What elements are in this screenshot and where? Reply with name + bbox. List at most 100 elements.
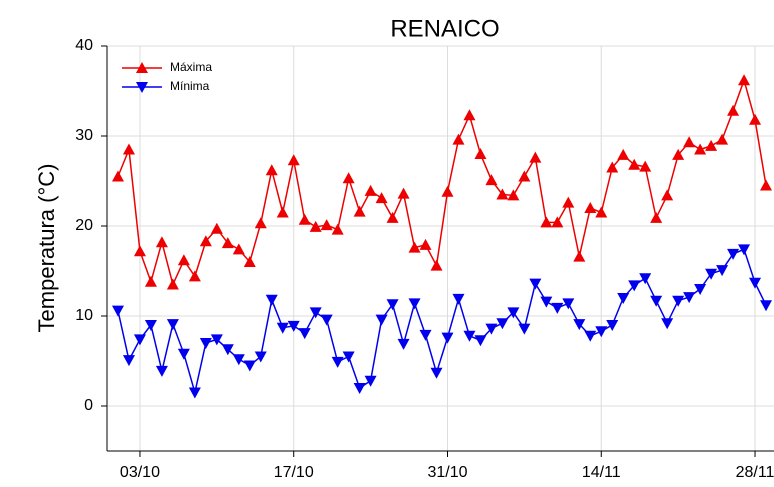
data-point: [331, 356, 344, 368]
data-point: [133, 245, 146, 257]
data-point: [375, 192, 388, 204]
data-point: [243, 256, 256, 267]
data-point: [595, 326, 608, 338]
data-point: [573, 319, 586, 331]
data-point: [441, 332, 454, 344]
data-point: [199, 338, 212, 349]
data-point: [419, 329, 432, 341]
data-point: [617, 148, 630, 160]
legend-marker: [136, 82, 148, 93]
data-point: [254, 217, 267, 229]
data-point: [529, 151, 542, 163]
data-point: [584, 202, 597, 213]
data-point: [144, 320, 157, 331]
data-point: [331, 223, 344, 235]
data-point: [661, 189, 674, 201]
data-point: [518, 323, 531, 335]
data-point: [408, 298, 421, 310]
data-point: [474, 148, 487, 159]
data-point: [265, 164, 278, 176]
y-tick-label: 40: [75, 37, 93, 54]
y-tick-label: 30: [75, 127, 93, 144]
data-point: [111, 305, 124, 317]
y-axis-label: Temperatura (°C): [34, 164, 59, 333]
data-point: [276, 206, 289, 218]
data-point: [705, 139, 718, 151]
series-line: [117, 77, 767, 287]
data-point: [232, 354, 245, 366]
x-tick-label: 28/11: [736, 464, 774, 481]
x-tick-label: 03/10: [120, 464, 160, 481]
data-point: [705, 268, 718, 280]
data-point: [738, 244, 751, 256]
data-point: [430, 367, 443, 379]
y-tick-label: 20: [75, 217, 93, 234]
data-point: [298, 213, 311, 225]
data-point: [485, 174, 498, 186]
data-point: [749, 113, 762, 125]
data-point: [386, 211, 399, 223]
data-point: [573, 250, 586, 262]
data-point: [254, 351, 267, 363]
data-point: [166, 278, 179, 290]
data-point: [606, 320, 619, 331]
data-point: [518, 170, 531, 182]
data-point: [298, 328, 311, 340]
data-point: [111, 170, 124, 182]
legend-label: Máxima: [170, 60, 212, 74]
y-tick-label: 10: [75, 307, 93, 324]
data-point: [617, 293, 630, 304]
data-point: [727, 104, 740, 116]
data-point: [166, 319, 179, 331]
data-point: [606, 161, 619, 173]
data-point: [342, 351, 355, 363]
data-point: [430, 259, 443, 271]
data-point: [210, 222, 223, 234]
data-point: [309, 220, 322, 232]
data-point: [551, 216, 564, 228]
data-point: [265, 294, 278, 306]
data-point: [452, 133, 465, 145]
data-point: [276, 322, 289, 334]
data-point: [397, 187, 410, 199]
data-point: [375, 314, 388, 326]
data-point: [650, 211, 663, 223]
data-point: [386, 299, 399, 311]
data-point: [232, 243, 245, 255]
data-point: [320, 314, 333, 326]
data-point: [551, 302, 564, 314]
x-tick-label: 17/10: [274, 464, 314, 481]
data-point: [309, 307, 322, 319]
data-point: [628, 158, 641, 170]
data-point: [529, 278, 542, 290]
data-point: [716, 265, 729, 277]
data-point: [672, 148, 685, 160]
legend-label: Mínima: [170, 79, 210, 93]
data-point: [188, 387, 201, 399]
data-point: [683, 292, 696, 304]
legend-marker: [136, 62, 148, 73]
data-point: [540, 216, 553, 228]
data-point: [199, 235, 212, 247]
data-point: [397, 338, 410, 350]
data-point: [133, 334, 146, 346]
data-point: [683, 136, 696, 148]
data-point: [122, 143, 135, 155]
data-point: [287, 154, 300, 166]
data-point: [562, 298, 575, 310]
data-point: [243, 360, 256, 372]
data-point: [408, 241, 421, 253]
data-point: [155, 365, 168, 377]
data-point: [485, 323, 498, 335]
data-point: [353, 205, 366, 217]
data-point: [342, 172, 355, 184]
data-point: [562, 196, 575, 208]
data-point: [177, 348, 190, 360]
x-tick-label: 14/11: [582, 464, 621, 481]
data-point: [441, 185, 454, 197]
data-point: [496, 318, 509, 330]
data-point: [463, 330, 476, 342]
x-tick-label: 31/10: [427, 464, 467, 481]
data-point: [595, 206, 608, 218]
